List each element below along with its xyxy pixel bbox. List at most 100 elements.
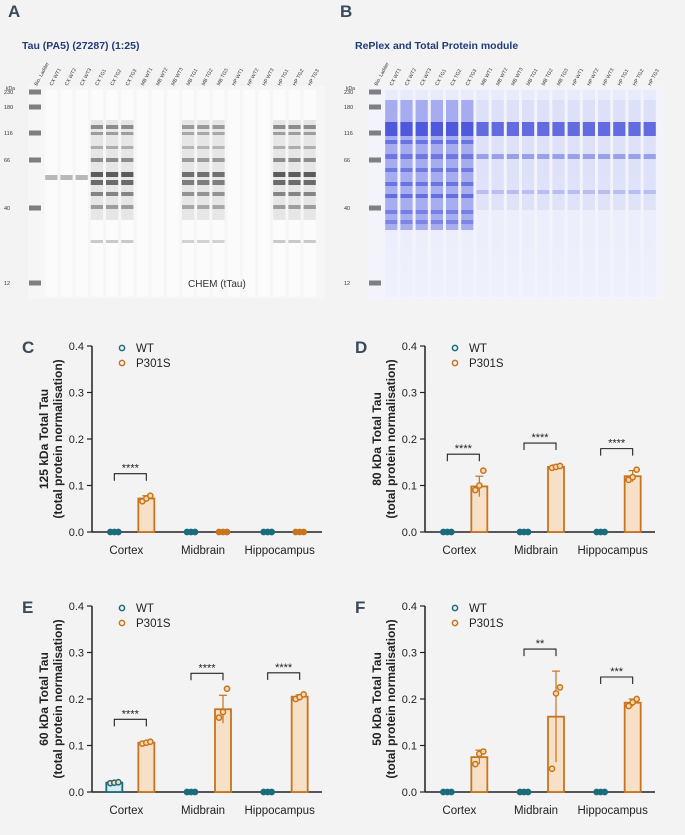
- blot-smear: [598, 100, 611, 210]
- data-point: [300, 528, 308, 536]
- lane-label: MB TG1: [525, 68, 539, 87]
- blot-band: [182, 125, 195, 129]
- x-tick-label: Hippocampus: [245, 805, 316, 817]
- blot-smear: [567, 100, 580, 210]
- blot-band: [385, 194, 398, 198]
- blot-band: [303, 172, 316, 177]
- blot-band: [303, 192, 316, 196]
- blot-band: [430, 168, 443, 172]
- blot-smear: [121, 120, 134, 220]
- blot-band: [415, 122, 428, 136]
- blot-band: [90, 158, 103, 162]
- legend-label-wt: WT: [136, 603, 154, 615]
- data-point: [191, 528, 199, 536]
- lane-label: CX WT2: [404, 67, 418, 87]
- blot-band: [446, 210, 459, 214]
- blot-band: [182, 180, 195, 185]
- lane-label: HP TG2: [292, 68, 306, 87]
- blot-band: [182, 240, 195, 243]
- lane-label: HP WT3: [601, 67, 615, 87]
- y-axis-label-secondary: (total protein normalisation): [51, 359, 65, 518]
- lane-label: MB TG2: [541, 68, 555, 87]
- lane-label: MB WT1: [480, 67, 495, 87]
- blot-band: [90, 146, 103, 149]
- blot-b-title: RePlex and Total Protein module: [355, 40, 519, 52]
- blot-band: [273, 240, 286, 243]
- data-point: [471, 760, 479, 768]
- blot-band: [491, 122, 504, 136]
- significance-label: ****: [122, 463, 140, 475]
- blot-band: [430, 154, 443, 159]
- blot-band: [90, 240, 103, 243]
- blot-band: [106, 180, 119, 185]
- data-point: [556, 462, 564, 470]
- blot-band: [121, 205, 134, 209]
- blot-band: [461, 210, 474, 214]
- significance-label: ****: [198, 662, 216, 674]
- ladder-mark-label: 180: [4, 105, 13, 111]
- blot-band: [400, 168, 413, 172]
- blot-band: [613, 190, 626, 194]
- legend-marker-wt: [451, 604, 459, 612]
- blot-band: [303, 205, 316, 209]
- lane-stripe: [166, 90, 179, 297]
- bar-chart-c: 0.0 0.1 0.2 0.3 0.4 125 kDa Total Tau (total p…: [37, 341, 322, 557]
- legend-label-p301s: P301S: [469, 618, 504, 630]
- blot-band: [273, 180, 286, 185]
- blot-band: [288, 192, 301, 196]
- blot-band: [415, 194, 428, 198]
- data-point: [548, 765, 556, 773]
- lane-label: HP TG1: [277, 68, 291, 87]
- y-axis-label-secondary: (total protein normalisation): [384, 619, 398, 778]
- lane-stripe: [598, 90, 611, 297]
- lane-label: CX TG1: [434, 68, 448, 87]
- blot-band: [506, 190, 519, 194]
- x-tick-label: Midbrain: [181, 805, 225, 817]
- ladder-band: [29, 104, 41, 110]
- blot-band: [212, 132, 225, 135]
- blot-band: [121, 125, 134, 129]
- lane-stripe: [506, 90, 519, 297]
- data-point: [146, 492, 154, 500]
- blot-band: [90, 180, 103, 185]
- blot-band: [273, 132, 286, 135]
- blot-band: [182, 158, 195, 162]
- bar-p301s: [290, 695, 309, 793]
- blot-band: [75, 175, 88, 180]
- ladder-mark-label: 230: [4, 90, 13, 96]
- lane-label: CX WT1: [389, 67, 403, 87]
- ladder-mark-label: 12: [344, 281, 350, 287]
- data-point: [552, 690, 560, 697]
- lane-stripe: [628, 90, 641, 297]
- blot-band: [446, 220, 459, 224]
- blot-band: [430, 220, 443, 224]
- blot-smear: [476, 100, 489, 210]
- y-axis-label: 80 kDa Total Tau: [370, 392, 384, 486]
- blot-smear: [288, 120, 301, 220]
- blot-band: [197, 205, 210, 209]
- ladder-mark-label: 66: [344, 158, 350, 164]
- y-tick-label: 0.1: [402, 481, 417, 493]
- data-point: [219, 708, 227, 716]
- lane-stripe: [537, 90, 550, 297]
- ladder-mark-label: 116: [4, 131, 13, 137]
- y-tick-label: 0.0: [402, 527, 417, 539]
- lane-stripe: [552, 90, 565, 297]
- lane-stripe: [60, 90, 73, 297]
- lane-label: HP TG2: [632, 68, 646, 87]
- blot-band: [476, 190, 489, 194]
- blot-band: [121, 172, 134, 177]
- blot-band: [288, 205, 301, 209]
- blot-band: [522, 154, 535, 159]
- blot-band: [212, 180, 225, 185]
- lane-stripe: [522, 90, 535, 297]
- blot-band: [212, 146, 225, 149]
- blot-band: [415, 182, 428, 186]
- blot-band: [303, 240, 316, 243]
- significance-bracket: [600, 448, 634, 456]
- blot-smear: [628, 100, 641, 210]
- legend-label-p301s: P301S: [136, 618, 171, 630]
- blot-band: [598, 190, 611, 194]
- legend-label-wt: WT: [469, 603, 487, 615]
